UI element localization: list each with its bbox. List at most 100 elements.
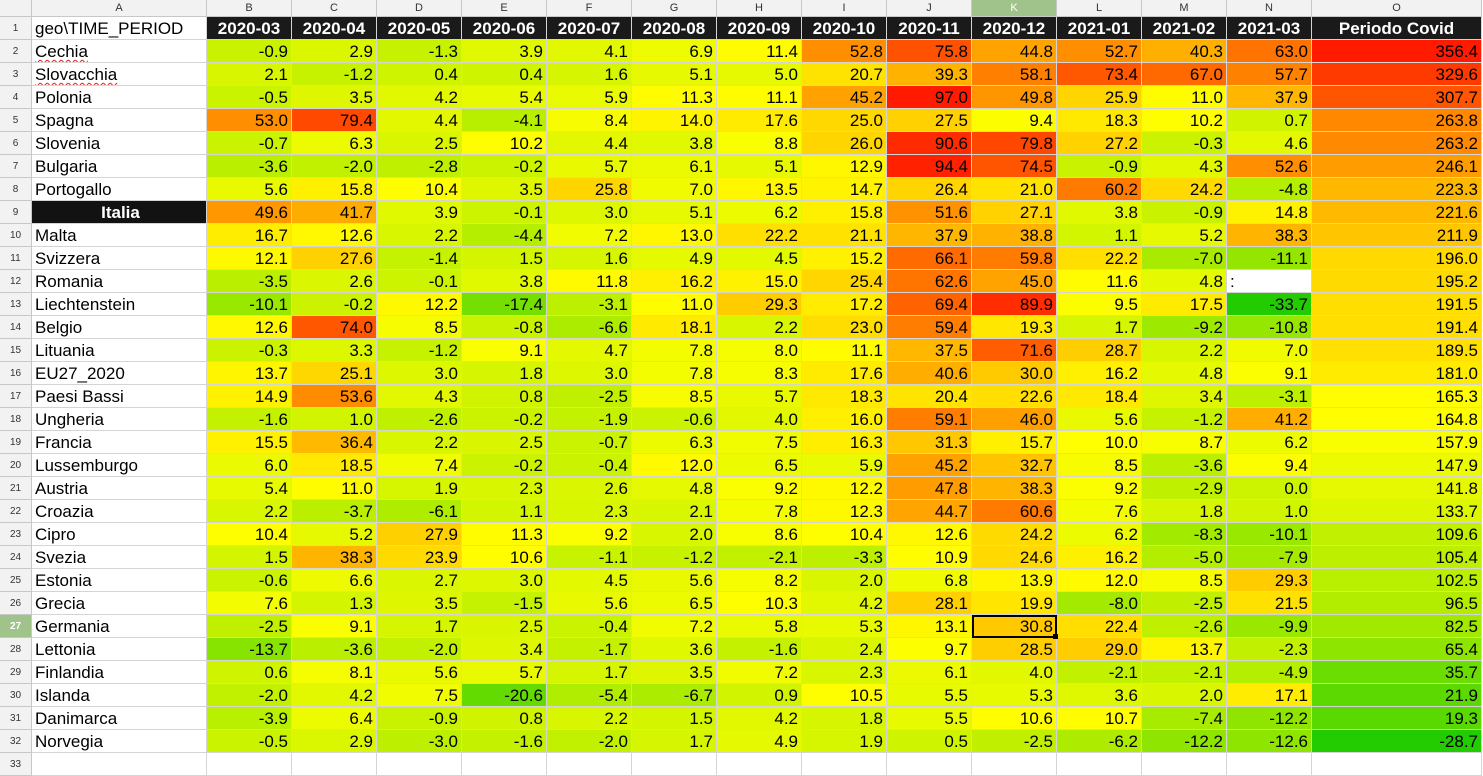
cell-value[interactable]: 5.4 — [462, 86, 547, 109]
cell-value[interactable]: -2.6 — [1142, 615, 1227, 638]
column-header-e[interactable]: E — [462, 0, 547, 17]
cell-value[interactable]: 2.9 — [292, 40, 377, 63]
cell-value[interactable]: 59.8 — [972, 247, 1057, 270]
cell-value[interactable]: -0.9 — [207, 40, 292, 63]
cell-value[interactable]: 11.4 — [717, 40, 802, 63]
cell-value[interactable]: 9.4 — [972, 109, 1057, 132]
cell-value[interactable]: 17.6 — [717, 109, 802, 132]
cell-value[interactable]: -1.3 — [377, 40, 462, 63]
cell-value[interactable]: 38.3 — [972, 477, 1057, 500]
cell-value[interactable]: 0.0 — [1227, 477, 1312, 500]
cell-value[interactable]: 0.8 — [462, 385, 547, 408]
cell-value[interactable]: 2.2 — [547, 707, 632, 730]
cell-value[interactable]: 79.4 — [292, 109, 377, 132]
cell-value[interactable]: 4.6 — [1227, 132, 1312, 155]
cell-value[interactable]: 36.4 — [292, 431, 377, 454]
cell-value[interactable]: 18.1 — [632, 316, 717, 339]
cell-value[interactable]: 4.5 — [717, 247, 802, 270]
cell-value[interactable]: 2.1 — [207, 63, 292, 86]
cell-value[interactable]: 46.0 — [972, 408, 1057, 431]
cell-value[interactable]: -3.6 — [207, 155, 292, 178]
row-header[interactable]: 21 — [0, 477, 32, 500]
cell-value[interactable]: -12.2 — [1227, 707, 1312, 730]
cell-value[interactable]: 2.3 — [547, 500, 632, 523]
cell-header-period[interactable]: 2020-04 — [292, 17, 377, 40]
cell-value[interactable]: -33.7 — [1227, 293, 1312, 316]
cell-value[interactable]: -0.1 — [377, 270, 462, 293]
cell-value[interactable]: -0.6 — [207, 569, 292, 592]
column-header-i[interactable]: I — [802, 0, 887, 17]
cell-value[interactable]: -0.2 — [292, 293, 377, 316]
cell-value[interactable]: 38.3 — [1227, 224, 1312, 247]
cell-value[interactable]: 2.2 — [1142, 339, 1227, 362]
cell-value[interactable]: 3.4 — [462, 638, 547, 661]
cell-value[interactable]: 3.8 — [632, 132, 717, 155]
column-header-b[interactable]: B — [207, 0, 292, 17]
cell-value[interactable]: 15.7 — [972, 431, 1057, 454]
cell-value[interactable]: -3.3 — [802, 546, 887, 569]
cell-value[interactable]: 5.7 — [547, 155, 632, 178]
cell-value[interactable]: 9.1 — [292, 615, 377, 638]
cell-country-name[interactable]: Paesi Bassi — [32, 385, 207, 408]
cell-value[interactable]: 11.3 — [462, 523, 547, 546]
cell-value[interactable]: 3.8 — [462, 270, 547, 293]
cell-value[interactable]: 12.2 — [377, 293, 462, 316]
cell-value[interactable]: 1.6 — [547, 63, 632, 86]
cell-value[interactable]: 20.7 — [802, 63, 887, 86]
cell-value[interactable]: 4.3 — [1142, 155, 1227, 178]
cell-header-period[interactable]: 2020-05 — [377, 17, 462, 40]
cell-value[interactable]: 9.2 — [717, 477, 802, 500]
cell-value[interactable]: 1.5 — [462, 247, 547, 270]
cell-value[interactable]: 52.8 — [802, 40, 887, 63]
row-header[interactable]: 30 — [0, 684, 32, 707]
cell-value[interactable]: 1.3 — [292, 592, 377, 615]
row-header[interactable]: 15 — [0, 339, 32, 362]
row-header[interactable]: 8 — [0, 178, 32, 201]
cell-value[interactable]: 28.7 — [1057, 339, 1142, 362]
cell-value[interactable]: 6.3 — [632, 431, 717, 454]
cell-value[interactable]: 25.0 — [802, 109, 887, 132]
cell-value[interactable]: : — [1227, 270, 1312, 293]
column-header-j[interactable]: J — [887, 0, 972, 17]
cell-country-name[interactable]: Ungheria — [32, 408, 207, 431]
cell-value[interactable]: -5.4 — [547, 684, 632, 707]
column-header-n[interactable]: N — [1227, 0, 1312, 17]
row-header[interactable]: 26 — [0, 592, 32, 615]
cell-value[interactable]: 4.8 — [1142, 270, 1227, 293]
cell-value[interactable]: -1.7 — [547, 638, 632, 661]
cell-value[interactable]: 60.2 — [1057, 178, 1142, 201]
cell-value[interactable]: 10.9 — [887, 546, 972, 569]
cell-value[interactable]: 9.5 — [1057, 293, 1142, 316]
cell-value[interactable]: -7.0 — [1142, 247, 1227, 270]
cell-value[interactable]: 4.1 — [547, 40, 632, 63]
cell-value[interactable]: 5.2 — [1142, 224, 1227, 247]
cell-value[interactable]: -1.2 — [632, 546, 717, 569]
cell-value[interactable]: 3.9 — [462, 40, 547, 63]
cell-value[interactable]: 147.9 — [1312, 454, 1482, 477]
cell-country-name[interactable]: Islanda — [32, 684, 207, 707]
cell-value[interactable]: 2.6 — [547, 477, 632, 500]
cell-value[interactable]: 0.4 — [377, 63, 462, 86]
cell-value[interactable]: 62.6 — [887, 270, 972, 293]
cell-value[interactable]: -0.9 — [377, 707, 462, 730]
cell-value[interactable]: -2.1 — [1142, 661, 1227, 684]
cell-value[interactable]: 16.2 — [632, 270, 717, 293]
cell-country-name[interactable]: Lussemburgo — [32, 454, 207, 477]
cell-value[interactable]: 4.2 — [802, 592, 887, 615]
cell-value[interactable]: -0.7 — [207, 132, 292, 155]
cell-value[interactable]: -0.5 — [207, 730, 292, 753]
row-header[interactable]: 19 — [0, 431, 32, 454]
row-header[interactable]: 11 — [0, 247, 32, 270]
column-header-k[interactable]: K — [972, 0, 1057, 17]
cell-value[interactable]: 4.7 — [547, 339, 632, 362]
row-header[interactable]: 7 — [0, 155, 32, 178]
cell-value[interactable]: 0.7 — [1227, 109, 1312, 132]
column-header-m[interactable]: M — [1142, 0, 1227, 17]
cell-header-period[interactable]: 2021-03 — [1227, 17, 1312, 40]
cell-value[interactable]: 4.2 — [292, 684, 377, 707]
cell-value[interactable]: 25.9 — [1057, 86, 1142, 109]
cell-value[interactable]: 2.9 — [292, 730, 377, 753]
cell-value[interactable]: 7.2 — [547, 224, 632, 247]
cell-value[interactable]: 35.7 — [1312, 661, 1482, 684]
cell-header-period[interactable]: 2020-07 — [547, 17, 632, 40]
